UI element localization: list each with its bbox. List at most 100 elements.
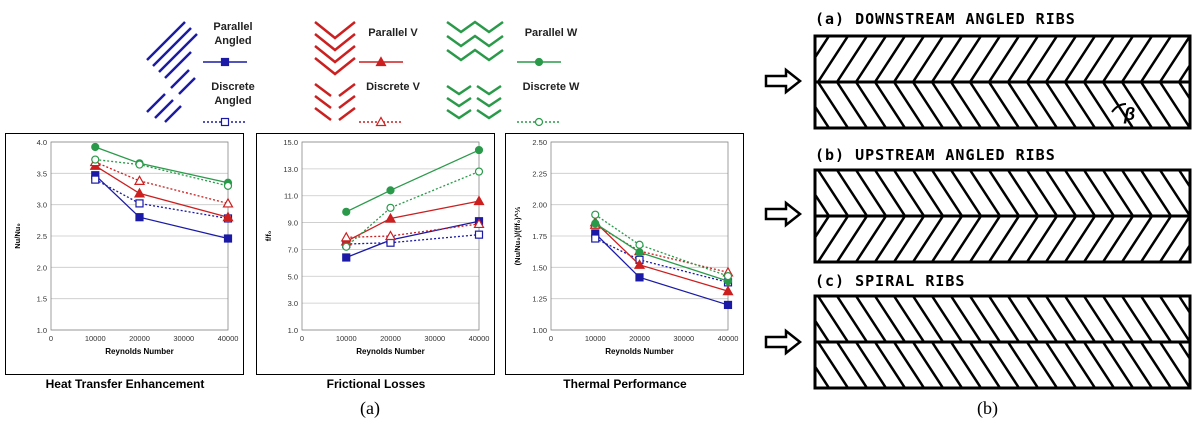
y-tick-label: 1.5 — [37, 295, 47, 304]
data-point — [722, 285, 734, 296]
x-tick-label: 0 — [49, 334, 53, 343]
rib — [815, 318, 831, 342]
legend-label-discrete-v: Discrete V — [366, 81, 420, 93]
data-point — [591, 210, 600, 219]
rib — [780, 342, 810, 388]
rib — [1139, 36, 1173, 82]
discrete-v-rib-icon — [314, 83, 356, 121]
rib — [930, 342, 964, 388]
rib — [911, 170, 945, 216]
rib — [1006, 82, 1040, 128]
rib — [968, 216, 1002, 262]
thermal-performance-chart-panel: 1.00 1.25 1.50 1.75 2.00 2.25 2.50 0 10000 20000 3… — [505, 133, 744, 375]
rib — [1158, 342, 1190, 388]
data-point — [135, 199, 144, 208]
rib — [1120, 216, 1154, 262]
y-tick-label: 2.50 — [532, 138, 547, 147]
legend-marker — [220, 117, 230, 127]
rib — [968, 36, 1002, 82]
rib — [1101, 170, 1135, 216]
rib — [930, 170, 964, 216]
duct-title-upstream: (b) UPSTREAM ANGLED RIBS — [815, 146, 1056, 164]
legend-label-discrete-w: Discrete W — [522, 81, 580, 93]
rib-duct-diagrams: β — [764, 34, 1192, 390]
rib — [1006, 296, 1040, 342]
x-tick-label: 30000 — [673, 334, 694, 343]
series-line — [94, 179, 229, 220]
parallel-v-rib-icon — [314, 21, 356, 76]
rib — [930, 216, 964, 262]
data-point — [133, 175, 146, 185]
series-line — [95, 158, 229, 187]
rib — [1082, 82, 1116, 128]
rib — [1177, 62, 1190, 82]
rib — [1082, 342, 1116, 388]
legend-marker — [534, 117, 544, 127]
rib — [1120, 342, 1154, 388]
rib — [1063, 216, 1097, 262]
rib — [1120, 82, 1154, 128]
y-tick-label: 4.0 — [37, 138, 47, 147]
y-tick-label: 2.0 — [37, 263, 47, 272]
rib — [1082, 170, 1116, 216]
rib — [911, 82, 945, 128]
legend-marker — [375, 56, 387, 67]
rib — [1101, 296, 1135, 342]
rib — [1082, 36, 1116, 82]
rib — [816, 36, 850, 82]
thermal-performance-chart: 1.00 1.25 1.50 1.75 2.00 2.25 2.50 0 10000 20000 3… — [513, 138, 738, 356]
y-tick-label: 3.5 — [37, 169, 47, 178]
frictional-losses-chart-title: Frictional Losses — [326, 377, 426, 391]
y-axis-label: (Nu/Nu₀)/(f/f₀)^⅓ — [513, 207, 522, 266]
legend-label-discrete-angled: Discrete Angled — [211, 81, 255, 107]
y-tick-label: 3.0 — [288, 299, 298, 308]
series-line — [594, 221, 729, 292]
series-line — [594, 237, 729, 284]
rib — [816, 296, 850, 342]
rib — [780, 296, 810, 342]
rib — [911, 216, 945, 262]
legend-label-parallel-w: Parallel W — [524, 27, 578, 39]
y-tick-label: 9.0 — [288, 219, 298, 228]
beta-angle-arc-icon — [1111, 103, 1127, 113]
rib — [911, 342, 945, 388]
y-tick-label: 1.0 — [37, 326, 47, 335]
y-tick-label: 2.5 — [37, 232, 47, 241]
rib — [1139, 82, 1173, 128]
x-tick-label: 30000 — [424, 334, 445, 343]
rib — [854, 170, 888, 216]
rib — [1177, 342, 1190, 362]
rib — [892, 82, 926, 128]
y-axis-label: f/f₀ — [264, 231, 273, 241]
discrete-w-rib-icon — [446, 84, 502, 120]
rib — [987, 82, 1021, 128]
rib — [873, 36, 907, 82]
rib — [987, 170, 1021, 216]
rib — [1177, 82, 1190, 102]
frictional-losses-chart-panel: 1.0 3.0 5.0 7.0 9.0 11.0 13.0 15.0 0 10000 20000 30… — [256, 133, 495, 375]
rib — [835, 342, 869, 388]
rib — [1139, 296, 1173, 342]
x-axis-label: Reynolds Number — [105, 347, 173, 356]
beta-label: β — [1123, 104, 1135, 124]
heat-transfer-chart-title: Heat Transfer Enhancement — [45, 377, 205, 391]
rib — [892, 342, 926, 388]
x-tick-label: 0 — [549, 334, 553, 343]
data-point — [635, 273, 644, 282]
rib — [987, 216, 1021, 262]
legend-marker — [534, 57, 544, 67]
x-tick-label: 40000 — [218, 334, 239, 343]
data-point — [91, 155, 100, 164]
y-tick-label: 11.0 — [284, 192, 298, 201]
data-point — [474, 167, 484, 176]
rib — [892, 36, 926, 82]
y-tick-label: 13.0 — [283, 165, 298, 174]
data-point — [91, 175, 100, 184]
rib — [1044, 82, 1078, 128]
data-point — [342, 242, 351, 251]
rib — [780, 82, 810, 128]
data-point — [591, 219, 600, 228]
duct-title-downstream: (a) DOWNSTREAM ANGLED RIBS — [815, 10, 1076, 28]
rib — [1139, 216, 1173, 262]
data-point — [386, 238, 395, 247]
